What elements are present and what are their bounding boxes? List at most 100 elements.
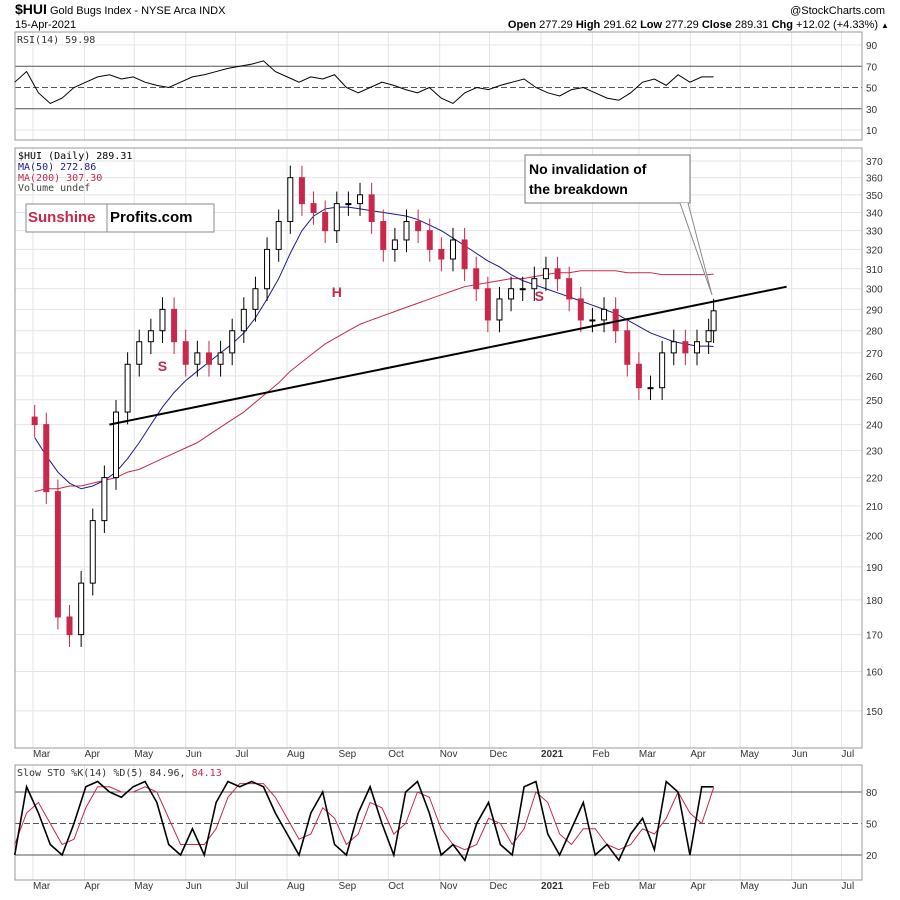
candle-body (136, 341, 143, 365)
candle-body (298, 177, 305, 205)
month-label: Jun (792, 749, 808, 760)
candle-body (322, 211, 329, 232)
month-label: Apr (84, 881, 100, 892)
price-tick-label: 330 (866, 227, 883, 238)
month-label: Feb (592, 749, 610, 760)
candle-body (496, 298, 503, 321)
rsi-tick-label: 70 (866, 62, 878, 73)
rsi-line (14, 60, 714, 105)
month-label: Oct (388, 749, 404, 760)
candle-body (194, 352, 201, 365)
candle-body (345, 203, 352, 206)
month-label: Jun (792, 881, 808, 892)
rsi-title: RSI(14) 59.98 (17, 35, 95, 46)
high-value: 291.62 (603, 19, 637, 31)
candle-body (542, 268, 549, 280)
sto-title-d: 84.13 (192, 768, 222, 779)
candle-body (275, 221, 282, 250)
month-label: 2021 (541, 881, 564, 892)
rsi-tick-label: 90 (866, 41, 878, 52)
logo-part1: Sunshine (28, 209, 96, 226)
candle-body (380, 221, 387, 250)
candle-body (554, 268, 561, 280)
candle-body (391, 239, 398, 250)
price-tick-label: 340 (866, 208, 883, 219)
candle-body (449, 239, 456, 260)
month-label: Jun (186, 749, 202, 760)
price-tick-label: 310 (866, 265, 883, 276)
sto-tick-label: 50 (866, 820, 878, 831)
price-tick-label: 250 (866, 396, 883, 407)
candle-body (705, 330, 712, 343)
pattern-label: S (158, 358, 167, 374)
pattern-label: H (332, 284, 342, 300)
candle-body (508, 288, 515, 300)
month-label: Nov (440, 881, 458, 892)
candle-body (89, 520, 96, 584)
sto-title: Slow STO %K(14) %D(5) 84.96, 84.13 (17, 768, 222, 779)
candle-body (415, 221, 422, 232)
price-tick-label: 190 (866, 563, 883, 574)
price-tick-label: 150 (866, 707, 883, 718)
candle-body (694, 341, 700, 354)
candle-body (577, 298, 584, 321)
sto-tick-label: 80 (866, 788, 878, 799)
candle-body (589, 319, 596, 322)
price-tick-label: 280 (866, 327, 883, 338)
candle-body (426, 230, 433, 250)
rsi-panel (14, 31, 863, 141)
candle-body (635, 363, 642, 389)
price-tick-label: 170 (866, 631, 883, 642)
candle-body (566, 278, 573, 300)
candle-body (66, 616, 73, 636)
candle-body (171, 308, 178, 343)
candle-body (612, 308, 619, 332)
price-legend: $HUI (Daily) 289.31 MA(50) 272.86 MA(200… (18, 151, 132, 194)
candle-body (461, 239, 468, 270)
chg-value: +12.02 (+4.33%) (796, 19, 878, 31)
month-label: Apr (690, 749, 706, 760)
candle-body (264, 248, 271, 290)
callout: No invalidation of the breakdown (524, 154, 713, 296)
ohlc-readout: Open 277.29 High 291.62 Low 277.29 Close… (508, 19, 878, 31)
month-label: Apr (84, 749, 100, 760)
candle-body (147, 330, 154, 343)
month-label: May (134, 749, 153, 760)
month-label: Jul (236, 881, 249, 892)
month-label: Jul (841, 881, 854, 892)
sto-title-k: Slow STO %K(14) %D(5) 84.96, (17, 768, 186, 779)
month-label: May (740, 881, 759, 892)
price-tick-label: 200 (866, 532, 883, 543)
price-panel (14, 147, 863, 749)
candle-body (710, 310, 717, 332)
candle-body (333, 203, 340, 232)
candle-body (217, 352, 224, 365)
price-tick-label: 230 (866, 447, 883, 458)
close-value: 289.31 (735, 19, 769, 31)
callout-line1: No invalidation of (529, 161, 647, 177)
trendline (109, 285, 787, 426)
legend-volume: Volume undef (18, 183, 90, 194)
price-tick-label: 180 (866, 596, 883, 607)
callout-line2: the breakdown (529, 181, 628, 197)
low-label: Low (640, 19, 662, 31)
price-tick-label: 290 (866, 305, 883, 316)
candle-body (205, 352, 212, 365)
month-label: Jun (186, 881, 202, 892)
candle-body (310, 203, 317, 213)
open-label: Open (508, 19, 536, 31)
month-label: 2021 (541, 749, 564, 760)
price-tick-label: 300 (866, 285, 883, 296)
month-label: May (740, 749, 759, 760)
month-label: Mar (639, 749, 657, 760)
candle-body (287, 177, 294, 223)
legend-price: $HUI (Daily) 289.31 (18, 151, 132, 162)
sto-tick-label: 20 (866, 851, 878, 862)
candle-body (113, 411, 119, 479)
ma200-line (34, 270, 714, 493)
month-label: Sep (338, 749, 356, 760)
candle-body (438, 248, 445, 260)
pattern-label: S (535, 288, 544, 304)
sto-k-line (13, 779, 714, 862)
